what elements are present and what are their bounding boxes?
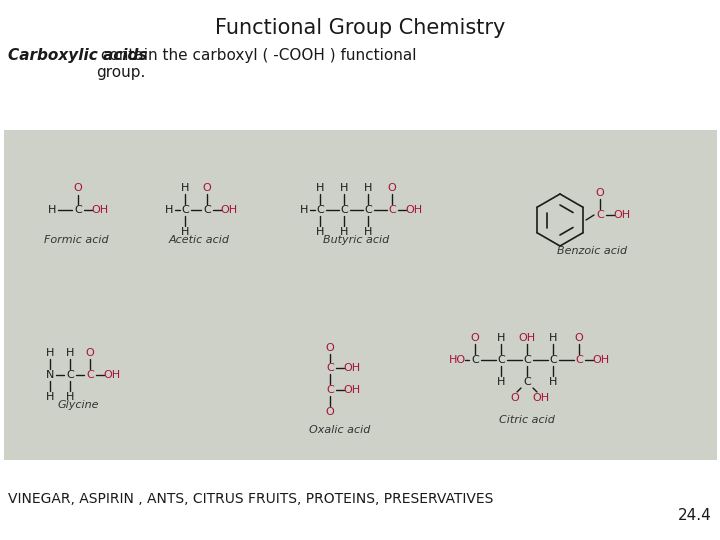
Text: HO: HO: [449, 355, 466, 365]
Text: Acetic acid: Acetic acid: [168, 235, 230, 245]
Text: H: H: [316, 183, 324, 193]
Text: OH: OH: [104, 370, 120, 380]
Text: O: O: [73, 183, 82, 193]
Text: C: C: [471, 355, 479, 365]
Text: O: O: [471, 333, 480, 343]
Text: H: H: [340, 183, 348, 193]
Text: H: H: [46, 348, 54, 358]
Text: Carboxylic acids: Carboxylic acids: [8, 48, 148, 63]
Text: H: H: [549, 377, 557, 387]
Text: C: C: [316, 205, 324, 215]
Text: H: H: [497, 333, 505, 343]
Text: H: H: [316, 227, 324, 237]
Text: O: O: [325, 407, 334, 417]
FancyBboxPatch shape: [4, 130, 717, 460]
Text: C: C: [181, 205, 189, 215]
Text: OH: OH: [343, 385, 361, 395]
Text: H: H: [48, 205, 56, 215]
Text: C: C: [497, 355, 505, 365]
Text: C: C: [86, 370, 94, 380]
Text: O: O: [575, 333, 583, 343]
Text: O: O: [387, 183, 397, 193]
Text: C: C: [596, 210, 604, 220]
Text: C: C: [74, 205, 82, 215]
Text: H: H: [165, 205, 174, 215]
Text: C: C: [326, 385, 334, 395]
Text: H: H: [549, 333, 557, 343]
Text: H: H: [46, 392, 54, 402]
Text: C: C: [326, 363, 334, 373]
Text: Functional Group Chemistry: Functional Group Chemistry: [215, 18, 505, 38]
Text: C: C: [388, 205, 396, 215]
Text: O: O: [510, 393, 519, 403]
Text: OH: OH: [91, 205, 109, 215]
Text: O: O: [325, 343, 334, 353]
Text: C: C: [549, 355, 557, 365]
Text: OH: OH: [220, 205, 238, 215]
Text: H: H: [364, 183, 372, 193]
Text: H: H: [340, 227, 348, 237]
Text: H: H: [364, 227, 372, 237]
Text: Glycine: Glycine: [58, 400, 99, 410]
Text: contain the carboxyl ( -COOH ) functional
group.: contain the carboxyl ( -COOH ) functiona…: [96, 48, 416, 80]
Text: VINEGAR, ASPIRIN , ANTS, CITRUS FRUITS, PROTEINS, PRESERVATIVES: VINEGAR, ASPIRIN , ANTS, CITRUS FRUITS, …: [8, 492, 493, 506]
Text: C: C: [523, 377, 531, 387]
Text: 24.4: 24.4: [678, 508, 712, 523]
Text: C: C: [340, 205, 348, 215]
Text: O: O: [595, 188, 604, 198]
Text: C: C: [523, 355, 531, 365]
Text: Citric acid: Citric acid: [499, 415, 555, 425]
Text: C: C: [203, 205, 211, 215]
Text: Oxalic acid: Oxalic acid: [310, 425, 371, 435]
Text: H: H: [300, 205, 308, 215]
Text: OH: OH: [518, 333, 536, 343]
Text: H: H: [181, 227, 189, 237]
Text: O: O: [86, 348, 94, 358]
Text: H: H: [66, 348, 74, 358]
Text: C: C: [575, 355, 583, 365]
Text: OH: OH: [532, 393, 549, 403]
Text: Benzoic acid: Benzoic acid: [557, 246, 627, 256]
Text: OH: OH: [343, 363, 361, 373]
Text: OH: OH: [405, 205, 423, 215]
Text: N: N: [46, 370, 54, 380]
Text: O: O: [202, 183, 212, 193]
Text: OH: OH: [593, 355, 610, 365]
Text: H: H: [181, 183, 189, 193]
Text: C: C: [66, 370, 74, 380]
Text: C: C: [364, 205, 372, 215]
Text: H: H: [497, 377, 505, 387]
Text: H: H: [66, 392, 74, 402]
Text: Formic acid: Formic acid: [44, 235, 108, 245]
Text: Butyric acid: Butyric acid: [323, 235, 389, 245]
Text: OH: OH: [613, 210, 631, 220]
